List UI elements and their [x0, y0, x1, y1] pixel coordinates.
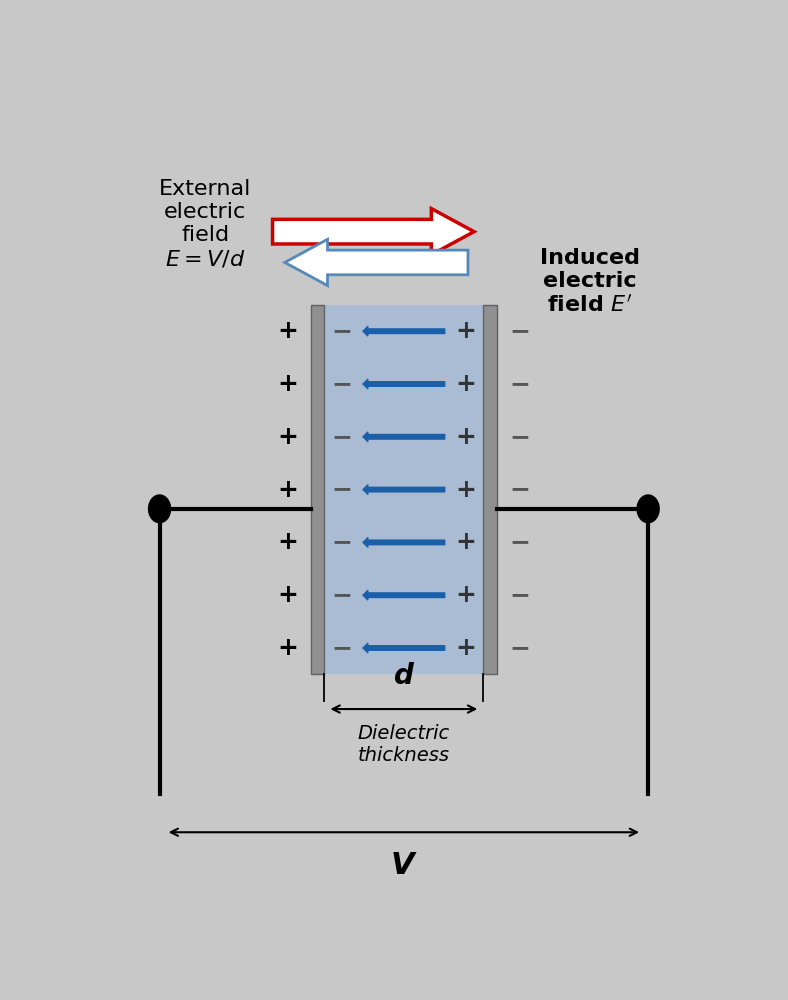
- Text: +: +: [277, 530, 298, 554]
- Text: −: −: [331, 319, 352, 343]
- Text: +: +: [455, 425, 477, 449]
- Polygon shape: [284, 239, 468, 286]
- Circle shape: [149, 495, 170, 523]
- Text: −: −: [509, 425, 530, 449]
- Bar: [483, 305, 496, 674]
- Text: +: +: [455, 530, 477, 554]
- Text: +: +: [455, 319, 477, 343]
- Text: −: −: [509, 319, 530, 343]
- Text: Induced
electric
field $\mathbf{\it{E'}}$: Induced electric field $\mathbf{\it{E'}}…: [540, 248, 640, 316]
- Text: +: +: [455, 478, 477, 502]
- Text: +: +: [277, 425, 298, 449]
- Text: +: +: [455, 636, 477, 660]
- Text: −: −: [509, 372, 530, 396]
- Text: External
electric
field
$\mathbf{\it{E} = \it{V} / \it{d}}$: External electric field $\mathbf{\it{E} …: [159, 179, 251, 269]
- Bar: [311, 305, 325, 674]
- Text: +: +: [455, 583, 477, 607]
- Text: −: −: [509, 478, 530, 502]
- Text: $\boldsymbol{V}$: $\boldsymbol{V}$: [390, 852, 418, 880]
- Text: −: −: [509, 583, 530, 607]
- Text: −: −: [331, 478, 352, 502]
- Text: +: +: [277, 636, 298, 660]
- Polygon shape: [273, 209, 474, 255]
- Text: +: +: [455, 372, 477, 396]
- Text: +: +: [277, 372, 298, 396]
- Circle shape: [637, 495, 659, 523]
- Text: −: −: [331, 530, 352, 554]
- Text: −: −: [331, 583, 352, 607]
- Text: −: −: [331, 372, 352, 396]
- Text: +: +: [277, 319, 298, 343]
- Text: Dielectric
thickness: Dielectric thickness: [358, 724, 450, 765]
- Text: −: −: [509, 530, 530, 554]
- Text: −: −: [509, 636, 530, 660]
- Text: +: +: [277, 478, 298, 502]
- Text: −: −: [331, 425, 352, 449]
- Bar: [325, 305, 483, 674]
- Text: +: +: [277, 583, 298, 607]
- Text: $\boldsymbol{d}$: $\boldsymbol{d}$: [392, 662, 415, 690]
- Text: −: −: [331, 636, 352, 660]
